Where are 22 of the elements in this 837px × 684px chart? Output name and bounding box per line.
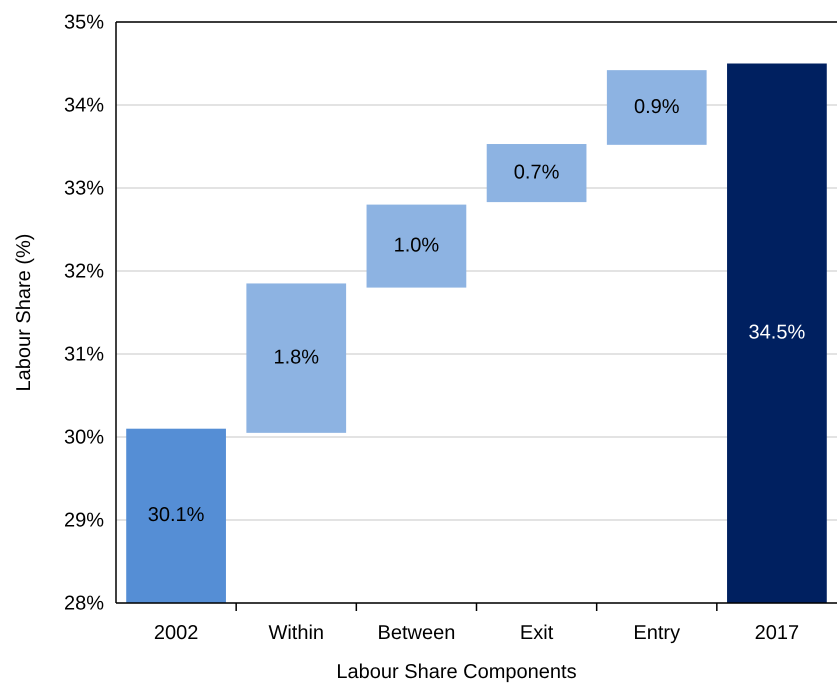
x-tick-label: 2017 [754, 622, 800, 644]
y-tick-label: 35% [64, 11, 104, 34]
data-label: 30.1% [148, 504, 205, 526]
x-tick-label: Entry [633, 622, 680, 644]
y-tick-label: 34% [64, 94, 104, 116]
data-label: 34.5% [748, 322, 806, 344]
y-tick-label: 29% [64, 509, 104, 532]
y-tick-label: 30% [64, 426, 104, 448]
y-tick-label: 31% [64, 343, 104, 366]
y-tick-label: 28% [64, 592, 104, 614]
x-tick-label: Within [268, 622, 324, 644]
data-label: 1.8% [273, 346, 320, 368]
x-tick-label: Exit [520, 622, 554, 644]
x-axis-title: Labour Share Components [336, 661, 577, 683]
x-tick-label: Between [377, 622, 456, 644]
y-tick-label: 33% [64, 177, 104, 200]
y-axis-title: Labour Share (%) [13, 234, 35, 392]
data-label: 0.7% [514, 161, 560, 184]
data-label: 1.0% [394, 234, 440, 256]
data-label: 0.9% [634, 96, 680, 118]
x-tick-label: 2002 [154, 622, 198, 644]
y-tick-label: 32% [64, 260, 104, 282]
